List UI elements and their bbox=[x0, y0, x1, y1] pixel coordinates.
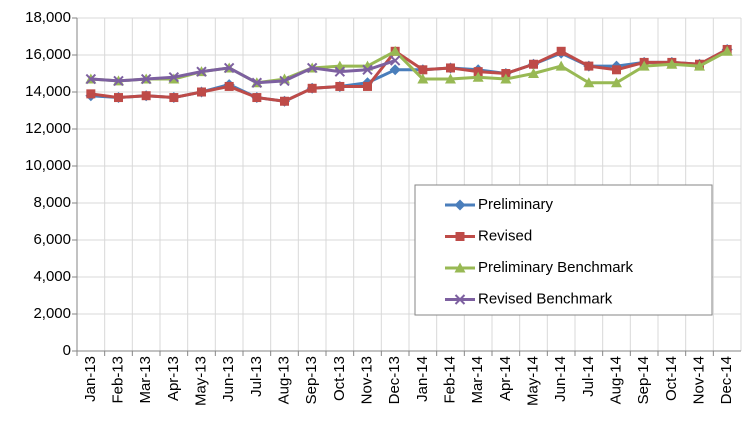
x-tick-label: Sep-14 bbox=[635, 356, 652, 404]
x-tick-label: Apr-14 bbox=[497, 356, 514, 401]
data-point bbox=[500, 73, 512, 84]
data-point bbox=[363, 81, 372, 91]
data-point bbox=[307, 83, 317, 93]
x-tick-label: Feb-13 bbox=[109, 356, 126, 404]
data-point bbox=[389, 55, 401, 66]
data-point bbox=[140, 73, 152, 85]
y-tick-label: 18,000 bbox=[25, 9, 71, 26]
series-line bbox=[90, 48, 728, 103]
y-tick-label: 2,000 bbox=[33, 305, 71, 322]
x-tick-label: Jul-14 bbox=[580, 356, 597, 397]
data-point bbox=[694, 60, 705, 71]
data-point bbox=[528, 68, 539, 78]
legend-label: Preliminary bbox=[478, 196, 554, 213]
data-point bbox=[86, 89, 96, 99]
x-tick-label: Jan-14 bbox=[414, 356, 431, 402]
x-tick-label: Feb-14 bbox=[441, 356, 458, 404]
data-point bbox=[280, 96, 289, 106]
x-tick-label: Sep-13 bbox=[303, 356, 320, 404]
x-tick-label: Nov-14 bbox=[690, 356, 707, 404]
data-point bbox=[223, 62, 235, 74]
legend-marker bbox=[454, 199, 466, 211]
data-point bbox=[501, 69, 511, 78]
x-tick-label: Dec-14 bbox=[718, 356, 735, 404]
x-tick-label: Apr-13 bbox=[165, 356, 182, 401]
legend-box bbox=[414, 184, 713, 316]
data-point bbox=[168, 71, 180, 83]
x-tick-label: May-14 bbox=[524, 356, 541, 406]
y-tick-label: 8,000 bbox=[33, 194, 71, 211]
x-tick-label: Jun-13 bbox=[220, 356, 237, 402]
legend-marker bbox=[454, 262, 466, 273]
series-line bbox=[90, 59, 396, 85]
data-point bbox=[556, 46, 566, 56]
data-point bbox=[445, 73, 456, 84]
x-tick-label: Dec-13 bbox=[386, 356, 403, 404]
data-point bbox=[389, 45, 401, 56]
data-point bbox=[141, 91, 151, 101]
data-point bbox=[252, 93, 262, 103]
data-point bbox=[583, 77, 595, 88]
legend-label: Revised Benchmark bbox=[478, 290, 613, 307]
data-point bbox=[417, 73, 429, 84]
y-tick-label: 16,000 bbox=[25, 46, 71, 63]
x-tick-label: Oct-13 bbox=[331, 356, 348, 401]
data-point bbox=[473, 67, 483, 77]
data-point bbox=[279, 75, 290, 87]
y-tick-label: 4,000 bbox=[33, 268, 71, 285]
data-point bbox=[196, 66, 207, 77]
y-tick-label: 0 bbox=[63, 342, 71, 359]
data-point bbox=[555, 60, 567, 71]
data-point bbox=[362, 64, 373, 76]
x-tick-label: Jun-14 bbox=[552, 356, 569, 402]
data-point bbox=[418, 65, 428, 75]
legend-marker bbox=[454, 294, 466, 305]
data-point bbox=[251, 77, 263, 88]
legend-marker bbox=[455, 232, 465, 241]
legend-label: Revised bbox=[478, 227, 532, 244]
data-point bbox=[306, 62, 318, 74]
x-tick-label: Nov-13 bbox=[358, 356, 375, 404]
data-point bbox=[446, 63, 455, 73]
data-point bbox=[224, 81, 234, 91]
legend-label: Preliminary Benchmark bbox=[478, 259, 634, 276]
y-tick-label: 10,000 bbox=[25, 157, 71, 174]
x-tick-label: Aug-13 bbox=[275, 356, 292, 404]
legend: Preliminary Revised Preliminary Benchmark R… bbox=[414, 184, 713, 316]
x-tick-label: Oct-14 bbox=[663, 356, 680, 401]
data-point bbox=[85, 73, 97, 85]
x-tick-label: Mar-14 bbox=[469, 356, 486, 404]
data-point bbox=[169, 93, 179, 103]
data-point bbox=[197, 87, 206, 97]
data-point bbox=[335, 81, 345, 91]
x-tick-label: Aug-14 bbox=[607, 356, 624, 404]
data-point bbox=[666, 58, 678, 69]
data-point bbox=[114, 93, 123, 103]
data-point bbox=[612, 65, 621, 75]
x-tick-label: Mar-13 bbox=[137, 356, 154, 404]
data-point bbox=[721, 45, 733, 56]
data-point bbox=[113, 75, 124, 87]
y-tick-label: 14,000 bbox=[25, 83, 71, 100]
data-point bbox=[638, 60, 650, 71]
x-tick-label: Jul-13 bbox=[248, 356, 265, 397]
x-tick-label: Jan-13 bbox=[82, 356, 99, 402]
data-point bbox=[584, 61, 594, 71]
data-point bbox=[334, 66, 346, 77]
data-point bbox=[389, 64, 401, 76]
data-point bbox=[611, 77, 622, 88]
data-point bbox=[472, 71, 484, 82]
data-point bbox=[529, 59, 538, 69]
y-tick-label: 12,000 bbox=[25, 120, 71, 137]
y-tick-label: 6,000 bbox=[33, 231, 71, 248]
x-tick-label: May-13 bbox=[192, 356, 209, 406]
